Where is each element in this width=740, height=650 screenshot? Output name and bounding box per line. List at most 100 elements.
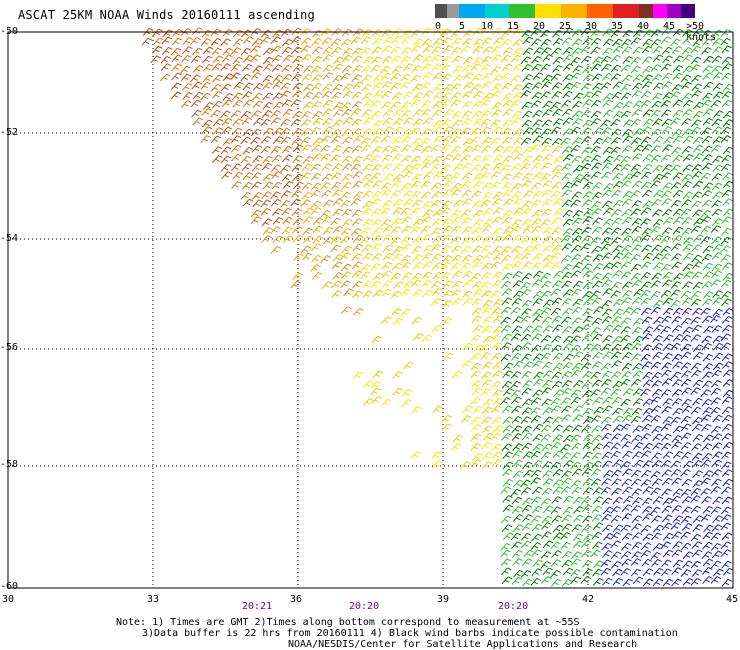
wind-barb: [610, 281, 622, 290]
wind-barb: [583, 297, 594, 306]
wind-barb: [441, 225, 453, 234]
wind-barb: [160, 55, 171, 64]
wind-barb: [551, 280, 563, 289]
wind-barb: [300, 245, 312, 254]
wind-barb: [260, 145, 272, 154]
wind-barb: [401, 36, 412, 45]
wind-barb: [602, 99, 613, 108]
wind-barb: [521, 110, 533, 119]
wind-barb: [672, 172, 684, 181]
wind-barb: [400, 136, 412, 144]
wind-barb: [552, 524, 564, 533]
wind-barb: [691, 416, 703, 425]
wind-barb: [600, 243, 612, 252]
wind-barb: [621, 351, 633, 360]
wind-barb: [610, 136, 622, 145]
colorbar-label: 5: [459, 21, 466, 32]
wind-barb: [530, 144, 541, 152]
wind-barb: [280, 200, 291, 208]
wind-barb: [342, 117, 354, 125]
wind-barb: [653, 316, 664, 325]
wind-barb: [440, 261, 452, 270]
wind-barb: [542, 540, 554, 549]
wind-barb: [712, 362, 724, 371]
wind-barb: [232, 38, 244, 47]
wind-barb: [292, 253, 304, 262]
wind-barb: [661, 81, 673, 89]
wind-barb: [411, 272, 423, 281]
wind-barb: [613, 308, 624, 317]
wind-barb: [292, 217, 304, 226]
wind-barb: [480, 244, 492, 253]
wind-barb: [620, 92, 632, 101]
wind-barb: [451, 443, 462, 451]
lon-label: 33: [147, 594, 160, 605]
wind-barb: [631, 217, 643, 226]
wind-barb: [570, 576, 581, 585]
wind-barb: [720, 514, 732, 522]
wind-barb: [521, 29, 532, 38]
wind-barb: [621, 504, 633, 513]
wind-barb: [561, 37, 573, 46]
wind-barb: [510, 163, 522, 172]
wind-barb: [540, 91, 551, 100]
wind-barb: [562, 54, 574, 63]
wind-barb: [451, 153, 463, 162]
wind-barb: [582, 389, 593, 398]
wind-barb: [711, 173, 722, 181]
wind-barb: [341, 163, 353, 172]
wind-barb: [500, 397, 511, 406]
wind-barb: [712, 308, 723, 317]
wind-barb: [512, 137, 524, 145]
wind-barb: [591, 317, 603, 326]
wind-barb: [582, 433, 594, 442]
wind-barb: [562, 343, 573, 351]
wind-barb: [570, 558, 581, 567]
wind-barb: [582, 308, 593, 317]
wind-barb: [522, 497, 533, 506]
wind-barb: [590, 343, 602, 352]
wind-barb: [710, 543, 722, 551]
wind-barb: [430, 227, 442, 236]
wind-barb: [501, 263, 513, 271]
wind-barb: [352, 155, 363, 164]
wind-barb: [462, 72, 474, 80]
wind-barb: [401, 398, 412, 407]
wind-barb: [282, 154, 293, 163]
wind-barb: [472, 90, 484, 99]
wind-barb: [582, 407, 593, 416]
wind-barb: [491, 45, 502, 54]
wind-barb: [392, 173, 404, 182]
wind-barb: [632, 317, 644, 326]
wind-barb: [461, 162, 472, 171]
wind-barb: [291, 190, 302, 198]
wind-barb: [630, 56, 642, 65]
wind-barb: [711, 55, 723, 64]
wind-barb: [630, 65, 642, 74]
wind-barb: [411, 254, 423, 262]
wind-barb: [590, 478, 602, 487]
wind-barb: [552, 468, 564, 477]
wind-barb: [302, 91, 314, 100]
wind-barb: [281, 226, 293, 235]
wind-barb: [541, 531, 552, 540]
wind-barb: [460, 127, 472, 136]
wind-barb: [471, 100, 483, 109]
wind-barb: [370, 387, 381, 396]
wind-barb: [701, 551, 713, 560]
wind-barb: [540, 144, 552, 153]
wind-barb: [691, 452, 703, 461]
wind-barb: [562, 227, 574, 236]
lat-label: -56: [0, 342, 19, 353]
wind-barb: [482, 219, 493, 227]
wind-barb: [370, 64, 381, 73]
wind-barb: [502, 226, 514, 235]
wind-barb: [292, 234, 304, 243]
wind-barb: [521, 370, 532, 379]
wind-barb: [412, 333, 424, 341]
wind-barb: [602, 577, 613, 586]
wind-barb: [353, 191, 364, 199]
wind-barb: [502, 370, 513, 379]
wind-barb: [670, 38, 681, 47]
wind-barb: [290, 280, 302, 289]
